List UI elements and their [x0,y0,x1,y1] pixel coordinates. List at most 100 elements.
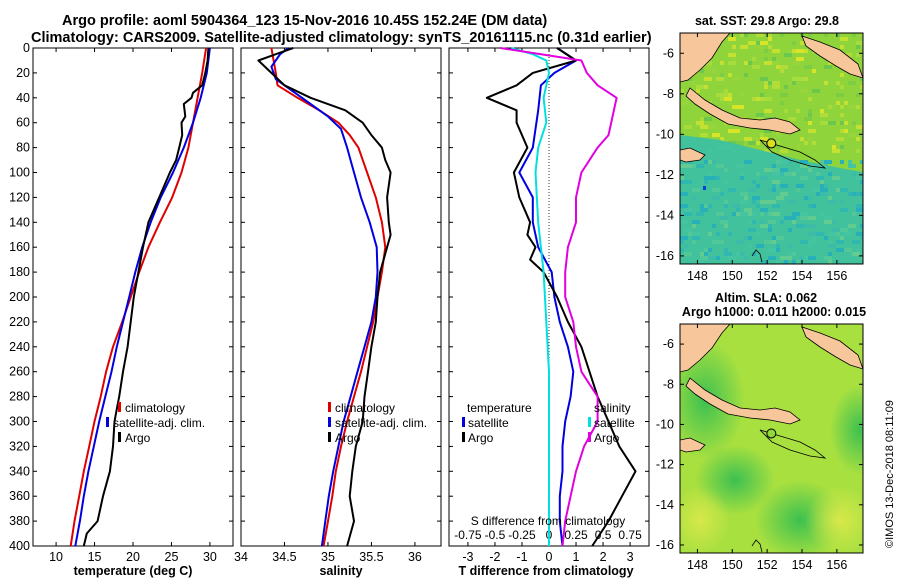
sst-cell [860,81,863,85]
sst-cell [804,196,808,200]
sst-cell [744,208,752,212]
sst-cell [856,176,863,180]
sst-cell [728,53,736,57]
x-tick-label: -1 [516,550,527,564]
coastline-reef [751,539,763,553]
sst-cell [760,41,768,45]
sst-cell [824,220,832,224]
sst-cell [860,77,863,81]
sst-cell [752,65,760,69]
sst-cell [808,240,816,244]
x-tick-label: 20 [126,550,140,564]
sst-cell [804,141,808,145]
sst-cell [756,117,764,121]
sst-cell [840,236,844,240]
sst-cell [680,101,688,105]
sst-cell [736,208,740,212]
sst-cell [856,137,860,141]
sst-cells-low [680,157,863,264]
sst-cell [800,176,808,180]
x-tick-label: 34.5 [272,550,296,564]
sst-cell [816,176,824,180]
sst-cell [820,184,824,188]
sst-cell [692,240,696,244]
sst-cell [776,236,784,240]
x-tick-label: -2 [489,550,500,564]
sst-cell [804,224,808,228]
sst-cell [856,248,860,252]
sst-cell [780,192,788,196]
sst-cell [812,188,816,192]
temperature-axis-label: temperature (deg C) [74,564,193,578]
sst-cell [680,220,688,224]
sst-cell [740,105,744,109]
salinity-panel: 34 34.5 35 35.5 36 salinity climatology sate… [234,47,442,578]
depth-tick-label: 260 [9,365,30,379]
x-tick-label: 0 [546,550,553,564]
sst-cell [840,240,844,244]
land-papua-peninsula [685,87,801,135]
sst-cell [764,240,768,244]
land-new-guinea-west [680,324,731,373]
sst-cell [772,236,776,240]
legend-swatch-satellite [106,417,109,427]
sst-cell [844,248,852,252]
sst-cell [840,105,844,109]
coastline-islands [759,429,827,459]
sst-cell [800,160,808,164]
legend-swatch-climatology [328,402,331,412]
sst-cell [764,149,772,153]
sst-cell [748,244,752,248]
x-tick-label: 10 [49,550,63,564]
sst-cell [844,53,852,57]
sst-cell [728,188,736,192]
sst-cell [712,69,716,73]
salinity-depth-ticks [241,47,441,547]
sst-cell [848,192,852,196]
sst-cell [764,61,772,65]
sst-cell [764,168,772,172]
sst-cell [824,236,828,240]
sla-field [680,324,863,553]
sst-cell [820,160,824,164]
sst-cell [772,61,780,65]
sst-cell [780,149,788,153]
sst-cell [680,89,684,93]
sst-cell [812,89,820,93]
sst-cell [808,232,816,236]
sst-cell [716,77,724,81]
lat-tick-label: -6 [663,46,674,60]
sst-cell [720,93,728,97]
sst-cell [760,137,768,141]
sst-cell [740,212,748,216]
sst-cell [708,256,716,260]
sst-cell [860,160,863,164]
sst-cell [740,172,744,176]
depth-tick-label: 0 [23,41,30,55]
sst-cell [692,236,700,240]
sst-cell [756,172,760,176]
sst-cell [832,220,836,224]
sst-cell [856,204,863,208]
sst-cell [736,164,744,168]
sst-cell [708,232,712,236]
sla-latitude-axis: -6 -8 -10 -12 -14 -16 [656,337,863,552]
difference-depth-ticks [449,47,649,547]
temperature-panel: 0 20 40 60 80 100 120 140 160 180 200 220 240 260 280 3… [9,41,234,578]
sst-cell [684,208,692,212]
sst-cell [748,41,756,45]
depth-tick-label: 200 [9,290,30,304]
sst-cell [796,109,800,113]
sst-cell [840,228,848,232]
sst-cell [820,188,828,192]
sst-cell [840,45,844,49]
legend-swatch-s-satellite [588,417,591,427]
sst-cell [808,204,812,208]
sst-cell [828,244,836,248]
sst-cell [856,41,863,45]
sst-cell [772,81,780,85]
sst-cell [856,149,860,153]
sst-cell [780,220,784,224]
temperature-legend: climatology satellite-adj. clim. Argo [106,401,205,445]
land-islet-west [680,147,706,163]
